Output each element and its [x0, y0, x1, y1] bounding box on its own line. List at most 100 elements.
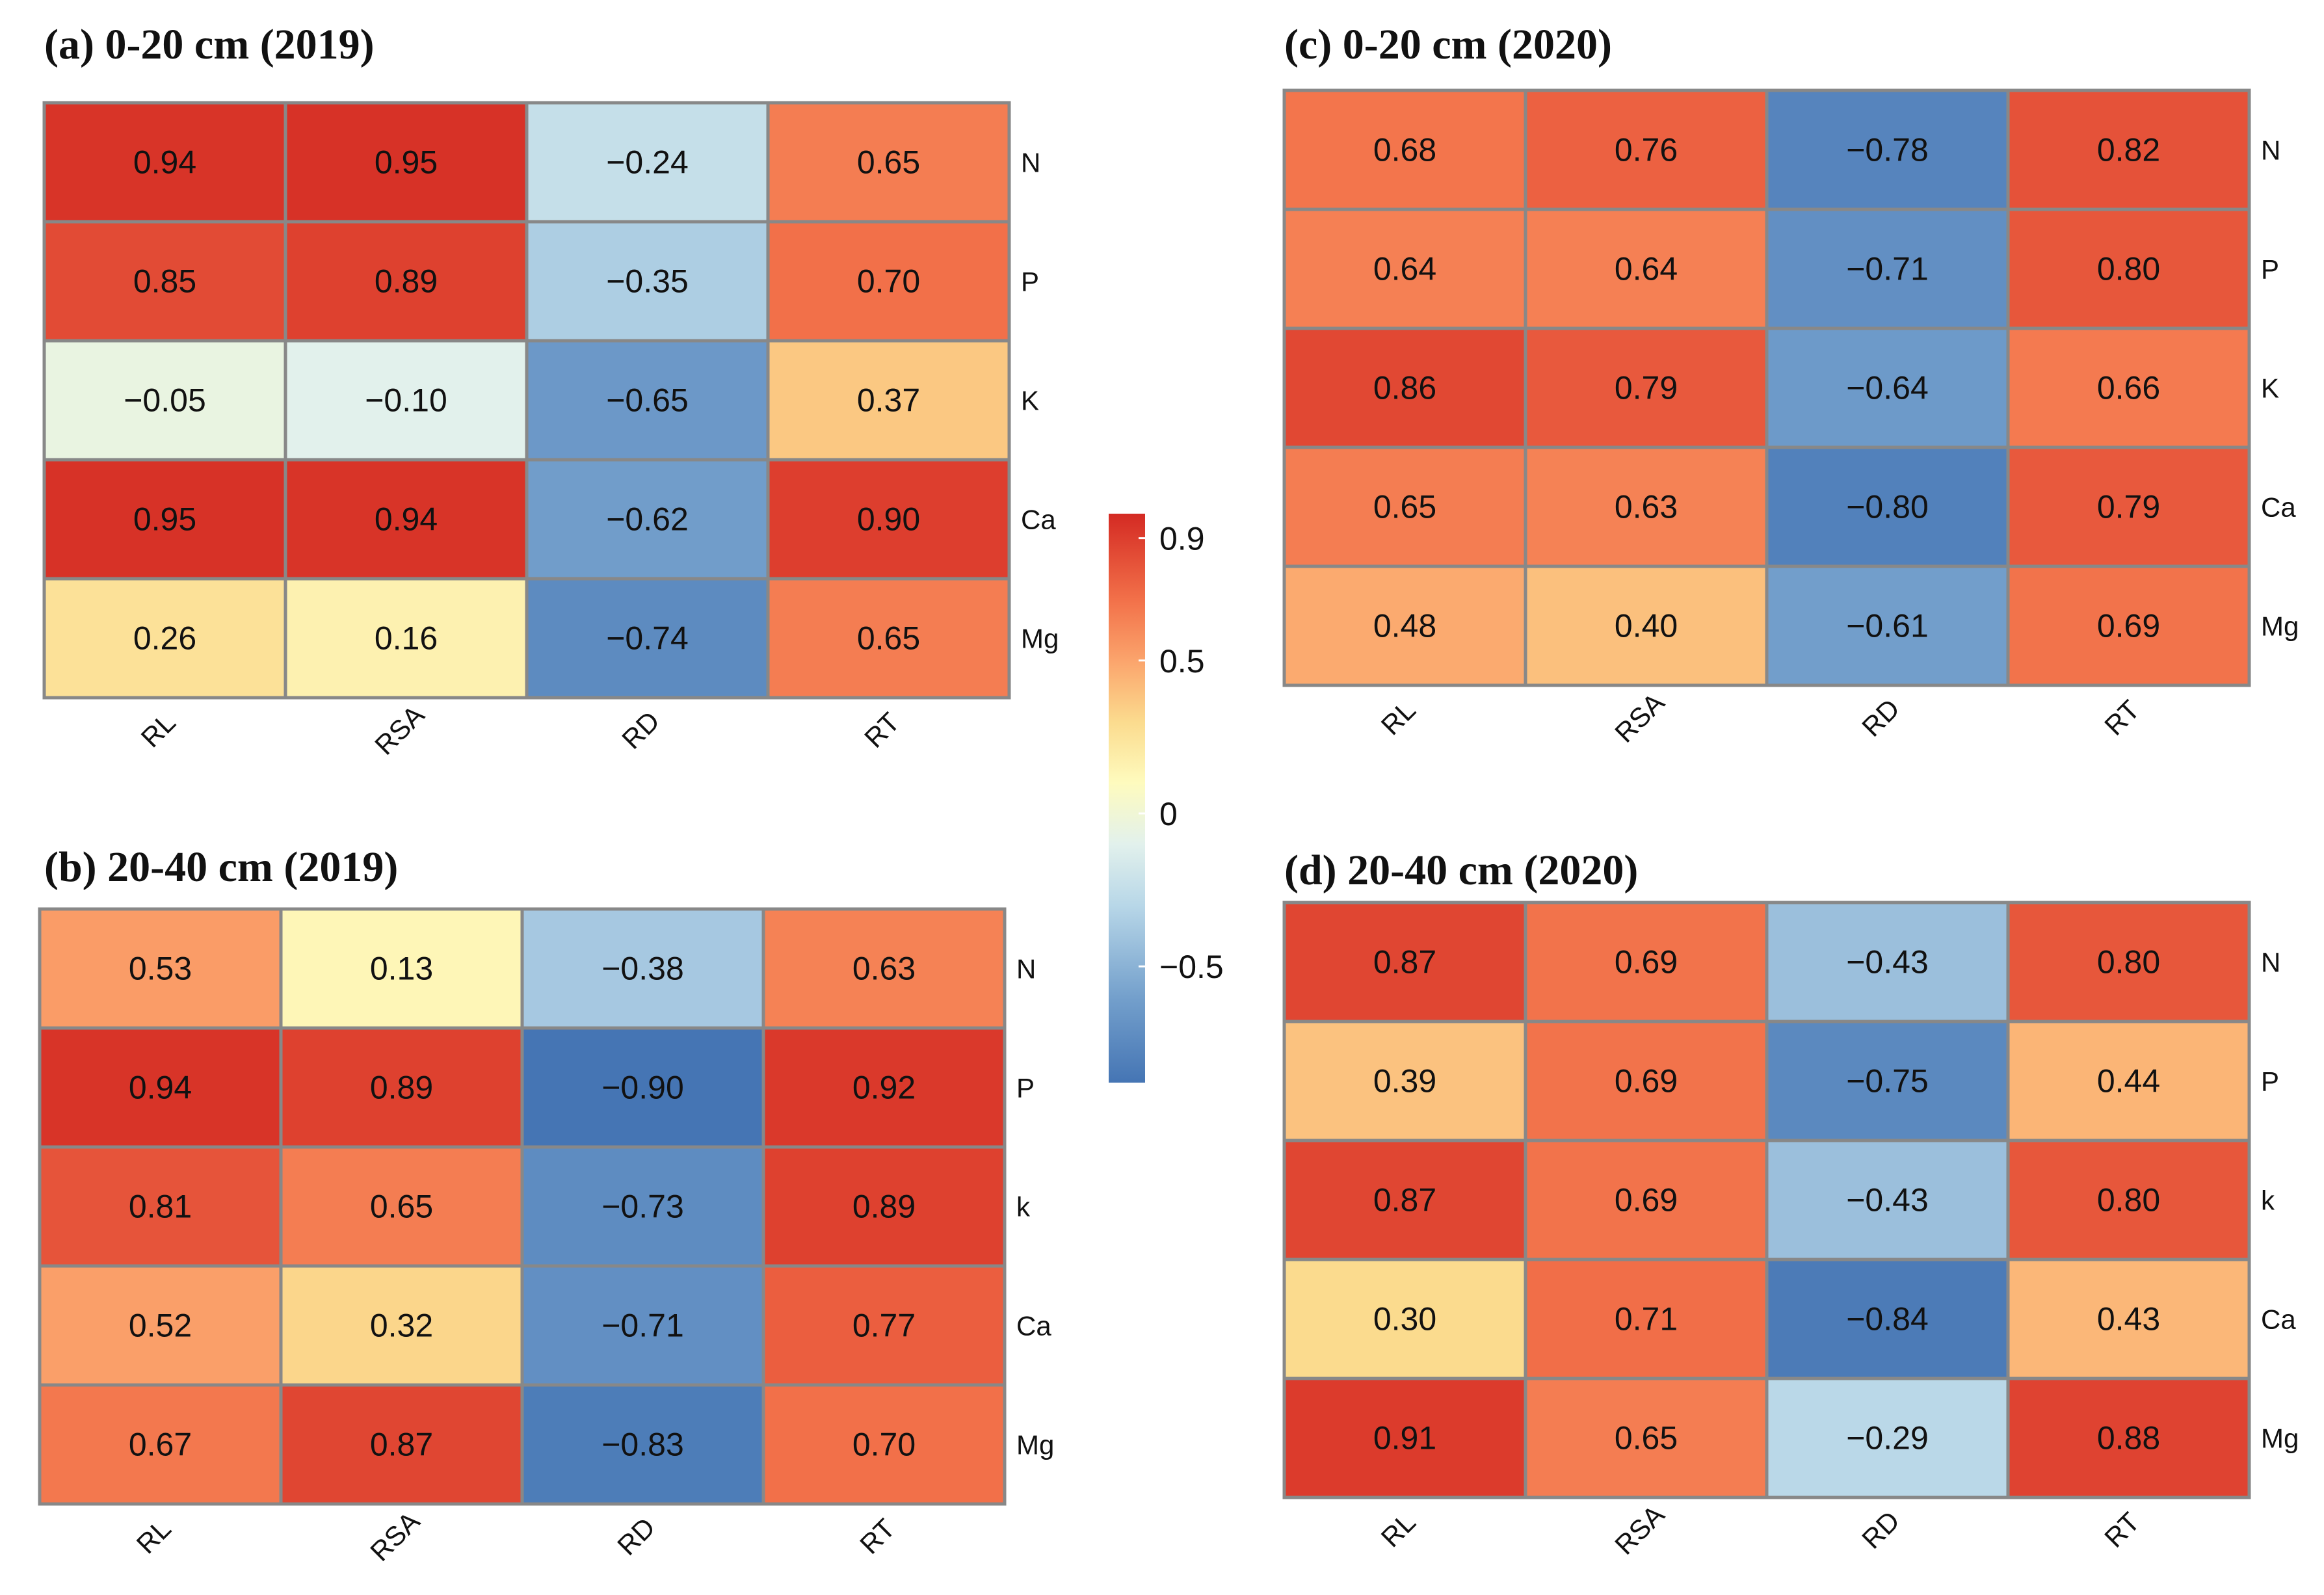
heatmap-panel-c: (c) 0-20 cm (2020) 0.68 0.76 −0.78 0.82 0.64 0… — [1282, 21, 2299, 748]
cell-value-label: 0.44 — [2097, 1063, 2160, 1100]
cell-value-label: −0.05 — [124, 382, 206, 419]
heatmap-cell — [520, 907, 765, 1030]
colorbar-gradient — [1109, 514, 1145, 1083]
heatmap-cell — [2006, 1020, 2251, 1142]
heatmap-cell — [1282, 445, 1527, 568]
cell-value-label: 0.90 — [857, 501, 920, 538]
row-label: Ca — [1016, 1311, 1051, 1341]
cell-value-label: 0.95 — [133, 501, 196, 538]
heatmap-cell — [1282, 207, 1527, 330]
cell-value-label: 0.16 — [375, 620, 438, 657]
heatmap-cell — [1282, 1258, 1527, 1380]
colorbar-tick-label: 0.5 — [1159, 643, 1205, 679]
cell-value-label: −0.83 — [601, 1427, 684, 1463]
cell-value-label: 0.81 — [129, 1189, 192, 1225]
row-label: Ca — [2261, 492, 2296, 523]
cell-value-label: 0.64 — [1373, 251, 1436, 287]
heatmap-cell — [2006, 207, 2251, 330]
cell-value-label: 0.67 — [129, 1427, 192, 1463]
cell-value-label: 0.70 — [857, 263, 920, 300]
heatmap-cell — [2006, 88, 2251, 211]
cell-value-label: 0.87 — [370, 1427, 433, 1463]
heatmap-cell — [1765, 207, 2010, 330]
row-label: P — [1016, 1073, 1035, 1103]
heatmap-cell — [1524, 88, 1769, 211]
heatmap-cell — [1524, 445, 1769, 568]
cell-value-label: 0.69 — [1615, 944, 1678, 981]
heatmap-cell — [1765, 1020, 2010, 1142]
heatmap-panel-b: (b) 20-40 cm (2019) 0.53 0.13 −0.38 0.63 0.94… — [38, 843, 1054, 1567]
cell-value-label: 0.80 — [2097, 944, 2160, 981]
cell-value-label: −0.78 — [1846, 132, 1929, 168]
heatmap-cell — [2006, 445, 2251, 568]
cell-value-label: 0.52 — [129, 1308, 192, 1344]
cell-value-label: 0.53 — [129, 951, 192, 987]
colorbar-tick-label: −0.5 — [1159, 949, 1224, 985]
cell-value-label: 0.87 — [1373, 944, 1436, 981]
heatmap-cell — [284, 220, 529, 343]
cell-value-label: −0.90 — [601, 1070, 684, 1106]
cell-value-label: 0.70 — [852, 1427, 916, 1463]
column-label: RT — [858, 707, 905, 754]
cell-value-label: 0.79 — [1615, 370, 1678, 406]
heatmap-cell — [284, 458, 529, 581]
cell-value-label: 0.86 — [1373, 370, 1436, 406]
row-label: Ca — [1021, 505, 1056, 535]
panel-title: (d) 20-40 cm (2020) — [1284, 847, 1638, 894]
column-label: RL — [131, 1513, 177, 1559]
heatmap-cell — [1282, 326, 1527, 449]
cell-value-label: −0.35 — [606, 263, 689, 300]
row-label: N — [1021, 148, 1040, 178]
cell-value-label: −0.10 — [365, 382, 447, 419]
cell-value-label: −0.43 — [1846, 1182, 1929, 1219]
cell-value-label: 0.82 — [2097, 132, 2160, 168]
column-label: RL — [1375, 1507, 1421, 1553]
cell-value-label: 0.95 — [375, 144, 438, 181]
cell-value-label: 0.48 — [1373, 608, 1436, 644]
row-label: K — [1021, 386, 1039, 416]
heatmap-cell — [1282, 564, 1527, 687]
column-label: RT — [854, 1513, 901, 1560]
cell-value-label: 0.94 — [133, 144, 196, 181]
heatmap-cell — [1765, 1377, 2010, 1499]
column-label: RSA — [364, 1506, 425, 1567]
cell-value-label: 0.69 — [2097, 608, 2160, 644]
cell-value-label: 0.77 — [852, 1308, 916, 1344]
cell-value-label: −0.38 — [601, 951, 684, 987]
column-label: RSA — [1609, 687, 1670, 748]
heatmap-cell — [284, 339, 529, 462]
column-label: RT — [2098, 1507, 2145, 1553]
heatmap-cell — [1282, 901, 1527, 1023]
row-label: N — [1016, 954, 1036, 984]
cell-value-label: 0.88 — [2097, 1420, 2160, 1457]
heatmap-panel-a: (a) 0-20 cm (2019) 0.94 0.95 −0.24 0.65 0.85 0… — [42, 21, 1059, 761]
colorbar: 0.9 0.5 0 −0.5 — [1109, 514, 1224, 1083]
cell-value-label: −0.75 — [1846, 1063, 1929, 1100]
row-label: Mg — [2261, 611, 2299, 642]
column-label: RD — [616, 705, 665, 755]
cell-value-label: −0.65 — [606, 382, 689, 419]
cell-value-label: 0.63 — [1615, 489, 1678, 525]
heatmap-cell — [2006, 326, 2251, 449]
column-label: RSA — [1609, 1499, 1670, 1561]
row-label: Mg — [1016, 1430, 1054, 1460]
cell-value-label: −0.43 — [1846, 944, 1929, 981]
cell-value-label: −0.64 — [1846, 370, 1929, 406]
heatmap-cell — [1765, 445, 2010, 568]
heatmap-cell — [761, 1026, 1007, 1149]
cell-value-label: 0.65 — [1615, 1420, 1678, 1457]
heatmap-panel-d: (d) 20-40 cm (2020) 0.87 0.69 −0.43 0.80 0.39… — [1282, 847, 2299, 1561]
heatmap-cell — [2006, 1377, 2251, 1499]
heatmap-cell — [761, 1264, 1007, 1387]
cell-value-label: 0.71 — [1615, 1301, 1678, 1338]
heatmap-cell — [42, 577, 287, 700]
heatmap-cell — [38, 1383, 283, 1506]
heatmap-cell — [520, 1383, 765, 1506]
cell-value-label: 0.89 — [375, 263, 438, 300]
heatmap-cell — [520, 1026, 765, 1149]
column-label: RD — [1856, 693, 1905, 743]
cell-value-label: 0.87 — [1373, 1182, 1436, 1219]
heatmap-cell — [766, 339, 1011, 462]
column-label: RT — [2098, 694, 2145, 741]
cell-value-label: 0.80 — [2097, 1182, 2160, 1219]
